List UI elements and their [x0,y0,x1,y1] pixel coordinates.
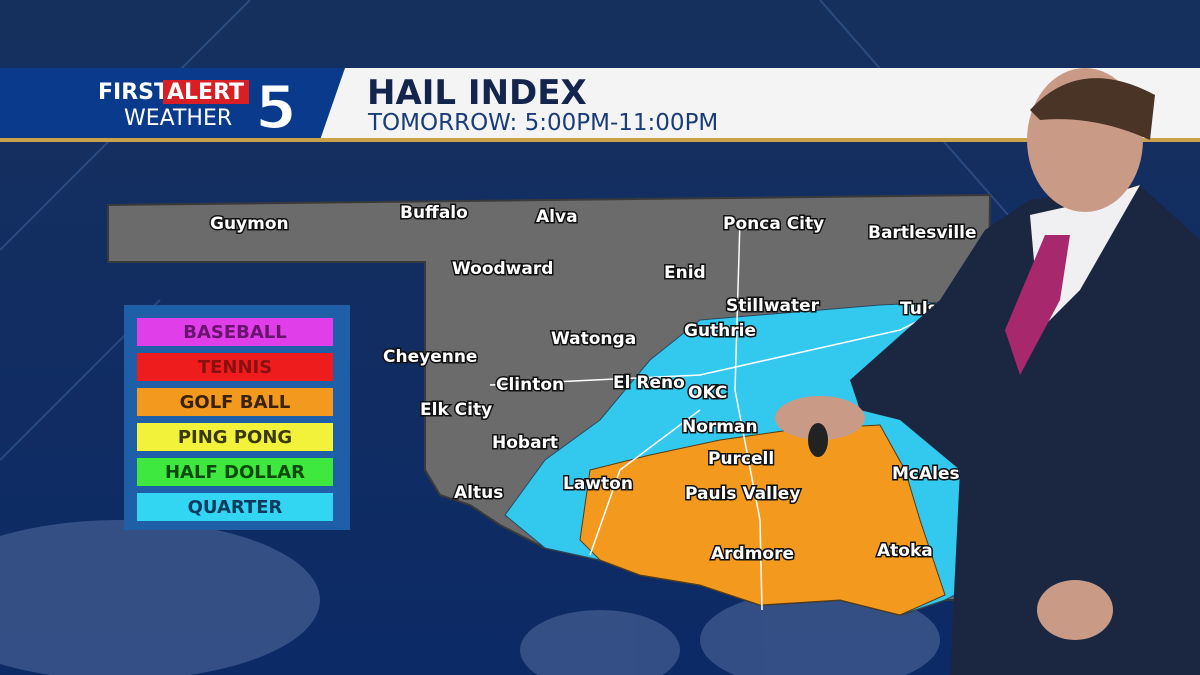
city: Norman [682,417,758,437]
logo-first: FIRST [98,80,169,105]
legend-label: TENNIS [198,357,272,378]
city: Purcell [708,449,774,469]
legend-label: QUARTER [188,497,283,518]
logo-weather: WEATHER [124,106,232,131]
city: Altus [454,483,503,503]
clouds [0,520,940,675]
legend-swatch [137,388,333,416]
subtitle: TOMORROW: 5:00PM-11:00PM [367,110,718,136]
city: Ardmore [711,544,794,564]
city: Lawton [563,474,633,494]
legend: BASEBALL TENNIS GOLF BALL PING PONG HALF DOL… [137,318,333,521]
city: Buffalo [400,203,468,223]
city: OKC [688,383,727,403]
legend-swatch [137,353,333,381]
title: HAIL INDEX [367,73,587,113]
logo-alert-box [163,80,249,104]
city: Woodward [452,259,553,279]
city: Bartlesville [868,223,977,243]
logo-channel: 5 [255,73,297,143]
golf-ball-area [579,424,946,616]
legend-swatch [137,423,333,451]
legend-swatch [137,458,333,486]
city: McAles [892,464,960,484]
city: Pauls Valley [685,484,800,504]
city: Watonga [551,329,636,349]
city: Cheyenne [383,347,477,367]
header-rule [0,138,1200,142]
city: Ponca City [723,214,824,234]
city: Guthrie [684,321,756,341]
legend-label: HALF DOLLAR [165,462,305,483]
legend-label: PING PONG [178,427,292,448]
city: Elk City [420,400,492,420]
legend-label: GOLF BALL [180,392,291,413]
presenter [775,68,1200,675]
city-labels: Guymon Buffalo Alva Ponca City Bartlesvi… [209,202,979,566]
city: Atoka [877,541,933,561]
legend-swatch [137,318,333,346]
logo-alert: ALERT [167,80,244,105]
city: Stillwater [726,296,820,316]
city: Hobart [492,433,558,453]
city: Alva [536,207,578,227]
city: Enid [664,263,706,283]
city: El Reno [613,373,685,393]
legend-swatch [137,493,333,521]
city: Clinton [496,375,564,395]
city: Guymon [210,214,289,234]
legend-label: BASEBALL [183,322,287,343]
